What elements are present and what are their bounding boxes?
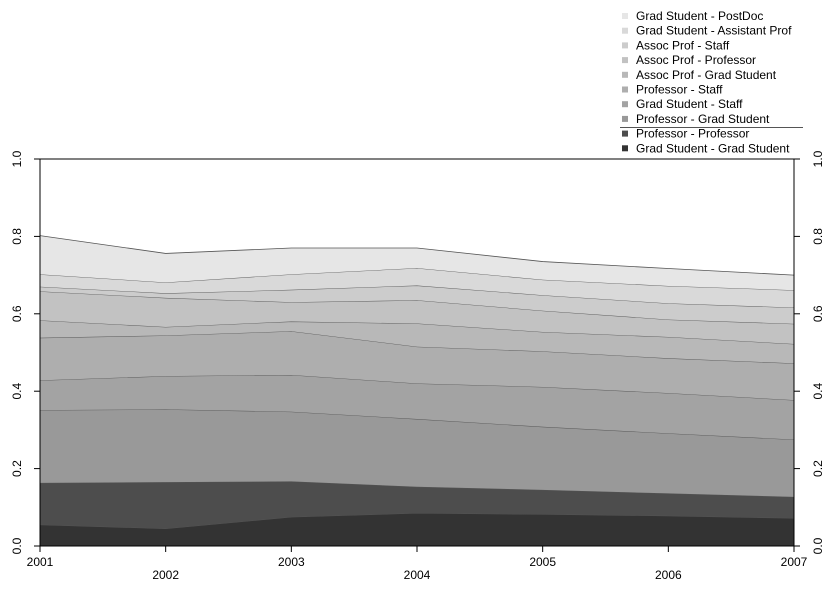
y-tick-label-right: 0.8 [811,228,825,245]
legend-swatch [622,27,628,34]
y-tick-label-right: 0.4 [811,383,825,400]
area-professor-professor [40,481,794,529]
y-axis-left: 0.0 0.2 0.4 0.6 0.8 1.0 [10,150,40,554]
y-tick-label-right: 0.6 [811,305,825,322]
y-tick-label-left: 0.6 [10,305,24,322]
legend-swatch [622,57,628,64]
x-tick-label: 2002 [152,568,179,582]
area-grad-student-grad-student [40,513,794,546]
legend-label: Assoc Prof - Staff [636,38,730,52]
area-grad-student-staff [40,374,794,440]
x-axis: 2001 2002 2003 2004 2005 2006 2007 [27,546,808,582]
y-tick-label-left: 0.4 [10,383,24,400]
legend-swatch [622,13,628,19]
area-assoc-prof-professor [40,291,794,344]
legend-swatch [622,86,628,93]
series-areas [39,235,795,546]
legend-label: Professor - Staff [636,83,723,97]
x-tick-label: 2001 [27,555,54,569]
y-tick-label-left: 0.8 [10,228,24,245]
legend-swatch [622,101,628,108]
y-tick-label-right: 0.2 [811,460,825,477]
legend-label: Professor - Professor [636,127,749,141]
legend-swatch [622,115,628,122]
legend-swatch [622,145,628,152]
legend-label: Grad Student - Staff [636,97,743,111]
legend-swatch [622,130,628,137]
x-tick-label: 2004 [404,568,431,582]
y-tick-label-left: 0.2 [10,460,24,477]
area-professor-grad-student [40,409,794,497]
legend-label: Grad Student - PostDoc [636,9,763,23]
y-tick-label-left: 0.0 [10,537,24,554]
area-assoc-prof-grad-student [40,320,794,364]
y-tick-label-left: 1.0 [10,150,24,167]
area-line-grad-student-postdoc [39,235,795,276]
legend-label: Grad Student - Grad Student [636,141,790,155]
area-grad-student-postdoc [40,235,794,291]
legend-label: Assoc Prof - Grad Student [636,68,777,82]
area-professor-staff [40,331,794,401]
y-tick-label-right: 0.0 [811,537,825,554]
legend-swatch [622,42,628,49]
x-tick-label: 2003 [278,555,305,569]
y-tick-label-right: 1.0 [811,150,825,167]
legend-label: Assoc Prof - Professor [636,53,756,67]
x-tick-label: 2006 [655,568,682,582]
legend-label: Professor - Grad Student [636,112,770,126]
x-tick-label: 2007 [781,555,808,569]
legend-swatch [622,71,628,78]
x-tick-label: 2005 [529,555,556,569]
y-axis-right: 0.0 0.2 0.4 0.6 0.8 1.0 [794,150,825,554]
area-grad-student-assistant-prof [40,268,794,308]
area-assoc-prof-staff [40,285,794,324]
legend-label: Grad Student - Assistant Prof [636,24,792,38]
